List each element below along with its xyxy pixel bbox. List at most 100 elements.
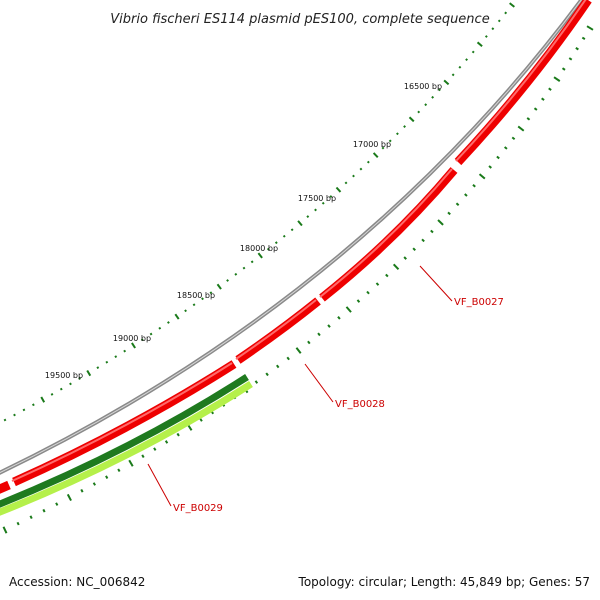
inner-ring-minor-tick: [286, 356, 290, 361]
inner-ring-minor-tick: [575, 47, 579, 51]
cds-segment-2: [319, 167, 458, 302]
outer-ring-minor-tick: [96, 366, 100, 370]
tick-label-18000: 18000 bp: [240, 244, 278, 253]
outer-ring-minor-tick: [158, 326, 162, 330]
outer-ring-minor-tick: [105, 360, 109, 364]
inner-ring-minor-tick: [337, 316, 341, 320]
inner-ring-minor-tick: [561, 67, 566, 71]
inner-ring-minor-tick: [327, 324, 331, 328]
outer-ring-minor-tick: [50, 393, 54, 396]
inner-ring-minor-tick: [141, 454, 145, 459]
tick-label-16500: 16500 bp: [404, 82, 442, 91]
outer-ring-minor-tick: [274, 241, 278, 245]
inner-ring-minor-tick: [403, 256, 407, 260]
outer-ring-minor-tick: [140, 338, 144, 342]
outer-ring-minor-tick: [344, 181, 348, 185]
inner-ring-minor-tick: [92, 482, 96, 486]
inner-ring-minor-tick: [80, 488, 84, 493]
outer-ring-minor-tick: [471, 50, 475, 54]
inner-ring-minor-tick: [496, 155, 500, 160]
inner-ring-major-tick: [128, 459, 134, 467]
outer-ring-minor-tick: [209, 291, 213, 295]
map-title: Vibrio fischeri ES114 plasmid pES100, co…: [110, 12, 489, 27]
inner-ring-minor-tick: [307, 340, 311, 345]
outer-ring-minor-tick: [78, 377, 82, 380]
outer-ring-minor-tick: [388, 139, 392, 143]
inner-ring-minor-tick: [356, 299, 361, 303]
outer-ring-minor-tick: [396, 132, 399, 136]
inner-ring-minor-tick: [55, 502, 59, 506]
outer-ring-minor-tick: [329, 195, 333, 198]
cds-segment-5: [0, 480, 11, 494]
outer-ring-minor-tick: [22, 408, 26, 412]
gene-label-vf-b0029: VF_B0029: [173, 503, 223, 514]
outer-ring-major-tick: [40, 396, 46, 403]
inner-ring-minor-tick: [254, 380, 259, 384]
outer-ring-minor-tick: [234, 272, 238, 276]
gene-feature-dark: [0, 374, 249, 508]
inner-ring-minor-tick: [385, 273, 389, 278]
inner-ring-minor-tick: [366, 290, 370, 295]
outer-ring-minor-tick: [491, 27, 495, 31]
leader-line-vf-b0028: [304, 363, 334, 403]
inner-ring-minor-tick: [317, 332, 321, 337]
cds-highlight-3: [235, 299, 317, 360]
inner-ring-minor-tick: [375, 282, 380, 286]
outer-ring-major-tick: [174, 313, 180, 320]
outer-ring-minor-tick: [149, 332, 153, 336]
inner-ring-minor-tick: [568, 57, 573, 61]
outer-ring-minor-tick: [497, 19, 501, 23]
outer-ring-minor-tick: [13, 413, 16, 417]
sequence-backbone: [0, 0, 584, 475]
inner-ring-minor-tick: [526, 117, 531, 121]
inner-ring-minor-tick: [504, 146, 508, 150]
outer-ring-minor-tick: [484, 35, 488, 38]
gene-label-vf-b0028: VF_B0028: [335, 399, 385, 410]
outer-ring-minor-tick: [69, 382, 72, 386]
outer-ring-minor-tick: [458, 65, 462, 69]
inner-ring-major-tick: [392, 263, 400, 271]
outer-ring-minor-tick: [226, 279, 229, 282]
outer-ring-minor-tick: [192, 303, 196, 307]
outer-ring-minor-tick: [306, 215, 310, 218]
outer-ring-minor-tick: [123, 349, 127, 353]
cds-segment-4: [12, 360, 237, 487]
inner-ring-minor-tick: [511, 136, 516, 141]
accession-text: Accession: NC_006842: [9, 575, 145, 589]
inner-ring-minor-tick: [412, 247, 416, 252]
inner-ring-minor-tick: [42, 508, 46, 513]
outer-ring-major-tick: [476, 41, 483, 47]
outer-ring-major-tick: [131, 342, 136, 349]
outer-ring-minor-tick: [184, 309, 187, 313]
sequence-backbone-highlight: [0, 0, 582, 474]
outer-ring-minor-tick: [3, 418, 7, 422]
outer-ring-minor-tick: [282, 234, 286, 238]
inner-ring-minor-tick: [472, 183, 476, 188]
outer-ring-minor-tick: [352, 174, 355, 178]
outer-ring-major-tick: [86, 370, 92, 377]
outer-ring-major-tick: [216, 283, 222, 290]
gene-feature-light: [0, 381, 253, 516]
tick-label-17500: 17500 bp: [298, 194, 336, 203]
cds-segment-1: [454, 0, 592, 166]
inner-ring-minor-tick: [105, 475, 109, 479]
inner-ring-major-tick: [295, 347, 302, 354]
outer-ring-minor-tick: [451, 73, 455, 77]
inner-ring-minor-tick: [464, 193, 468, 197]
outer-ring-minor-tick: [504, 11, 508, 15]
outer-ring-minor-tick: [431, 95, 435, 99]
outer-ring-major-tick: [372, 152, 379, 158]
leader-line-vf-b0027: [419, 265, 453, 302]
inner-ring-major-tick: [66, 493, 72, 502]
cds-highlight-2: [319, 168, 453, 298]
outer-ring-minor-tick: [201, 297, 204, 301]
outer-ring-minor-tick: [250, 260, 254, 264]
outer-ring-major-tick: [408, 116, 415, 123]
inner-ring-minor-tick: [16, 521, 20, 526]
inner-tick-ring: [2, 25, 594, 534]
inner-ring-major-tick: [586, 25, 594, 31]
inner-ring-minor-tick: [176, 432, 180, 437]
tick-label-17000: 17000 bp: [353, 140, 391, 149]
outer-ring-minor-tick: [167, 321, 170, 324]
